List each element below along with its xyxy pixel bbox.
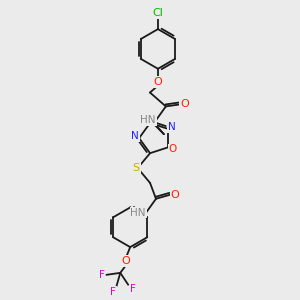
Text: F: F xyxy=(130,284,136,294)
Text: HN: HN xyxy=(140,115,156,125)
Text: F: F xyxy=(98,270,104,280)
Text: O: O xyxy=(154,76,162,87)
Text: O: O xyxy=(169,144,177,154)
Text: O: O xyxy=(122,256,130,266)
Text: O: O xyxy=(170,190,179,200)
Text: S: S xyxy=(133,163,140,173)
Text: O: O xyxy=(180,99,189,110)
Text: N: N xyxy=(131,131,139,141)
Text: HN: HN xyxy=(130,208,146,218)
Text: N: N xyxy=(168,122,176,132)
Text: Cl: Cl xyxy=(152,8,164,18)
Text: F: F xyxy=(110,287,116,297)
